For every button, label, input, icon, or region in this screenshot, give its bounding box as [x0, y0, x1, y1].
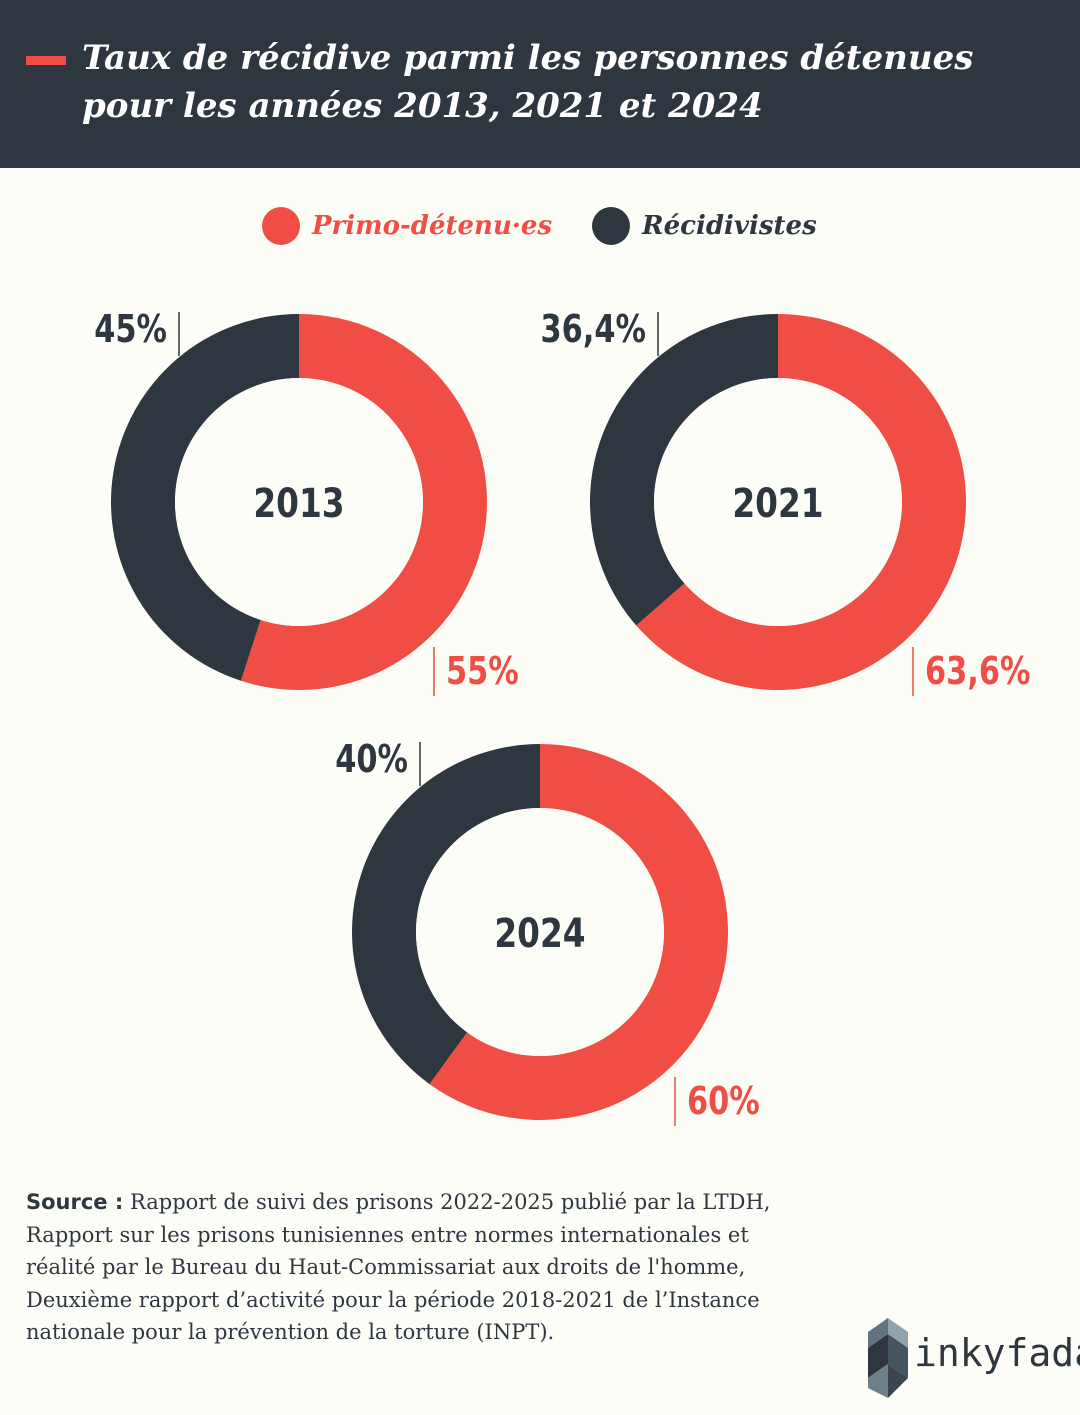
donut-2013-value-label-recidivistes: 45%	[94, 308, 167, 352]
donut-2021-center-label: 2021	[732, 480, 823, 527]
title-accent-dash	[26, 56, 66, 65]
source-text: Rapport de suivi des prisons 2022-2025 p…	[26, 1190, 771, 1344]
donut-2024-hole	[416, 808, 664, 1056]
source-label: Source :	[26, 1190, 124, 1214]
donut-2013-value-label-primo: 55%	[446, 650, 519, 694]
donut-2024-center-label: 2024	[494, 910, 585, 957]
legend-label-recidivistes: Récidivistes	[642, 211, 817, 241]
legend-swatch-primo	[262, 207, 300, 245]
donut-2013-hole	[175, 378, 423, 626]
donut-2013-slice-primo	[240, 314, 488, 690]
legend-swatch-recidivistes	[592, 207, 630, 245]
source-note: Source : Rapport de suivi des prisons 20…	[26, 1186, 786, 1349]
donut-2021-slice-primo	[636, 314, 966, 690]
donut-2024-slice-recidivistes	[352, 743, 540, 1085]
legend-label-primo: Primo-détenu·es	[312, 211, 553, 241]
inkyfada-logo: inkyfada	[868, 1318, 1080, 1398]
donut-2021-value-label-primo: 63,6%	[925, 650, 1030, 694]
donut-2013-center-label: 2013	[253, 480, 344, 527]
donut-2021-slice-recidivistes	[590, 314, 778, 626]
donut-2013-slice-recidivistes	[111, 314, 299, 681]
page-title: Taux de récidive parmi les personnes dét…	[82, 38, 974, 126]
donut-2024-slice-primo	[429, 744, 728, 1120]
donut-2024-value-label-recidivistes: 40%	[335, 738, 408, 782]
donut-2024-value-label-primo: 60%	[687, 1080, 760, 1124]
legend: Primo-détenu·es Récidivistes	[0, 202, 1080, 250]
header-banner: Taux de récidive parmi les personnes dét…	[0, 0, 1080, 168]
inkyfada-logo-text: inkyfada	[914, 1331, 1080, 1375]
donut-2021-hole	[654, 378, 902, 626]
inkyfada-logo-mark	[868, 1318, 908, 1398]
donut-2021-value-label-recidivistes: 36,4%	[541, 308, 646, 352]
